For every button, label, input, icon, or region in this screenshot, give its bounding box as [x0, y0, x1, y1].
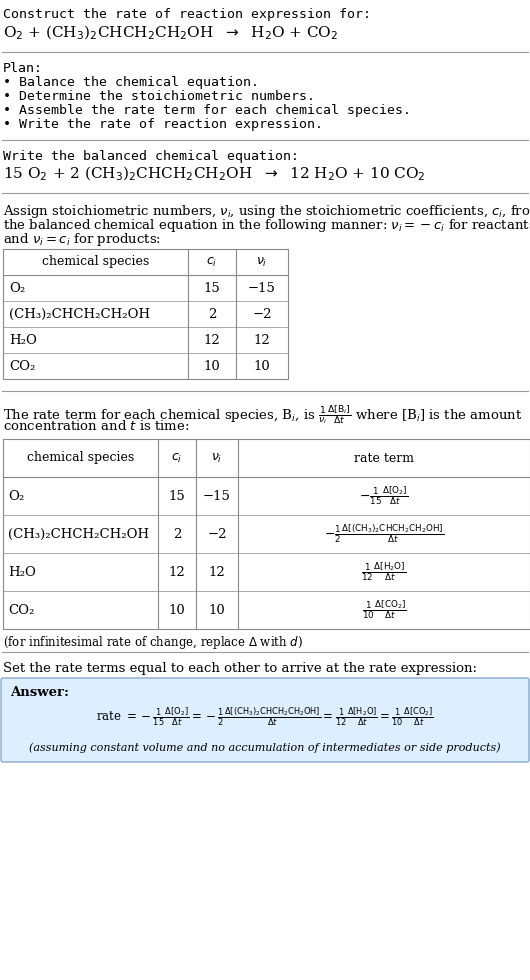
Text: (for infinitesimal rate of change, replace $\Delta$ with $d$): (for infinitesimal rate of change, repla…: [3, 634, 303, 651]
Text: concentration and $t$ is time:: concentration and $t$ is time:: [3, 419, 189, 433]
Text: • Assemble the rate term for each chemical species.: • Assemble the rate term for each chemic…: [3, 104, 411, 117]
Text: CO₂: CO₂: [9, 360, 36, 372]
Text: • Write the rate of reaction expression.: • Write the rate of reaction expression.: [3, 118, 323, 131]
Text: $c_i$: $c_i$: [171, 452, 183, 465]
Text: 12: 12: [169, 565, 185, 578]
Text: O$_2$ + (CH$_3$)$_2$CHCH$_2$CH$_2$OH  $\rightarrow$  H$_2$O + CO$_2$: O$_2$ + (CH$_3$)$_2$CHCH$_2$CH$_2$OH $\r…: [3, 24, 338, 42]
Text: 12: 12: [209, 565, 225, 578]
Text: $-\frac{1}{15}\frac{\Delta[\mathrm{O_2}]}{\Delta t}$: $-\frac{1}{15}\frac{\Delta[\mathrm{O_2}]…: [359, 485, 409, 508]
Text: chemical species: chemical species: [42, 256, 149, 269]
Text: The rate term for each chemical species, B$_i$, is $\frac{1}{\nu_i}\frac{\Delta[: The rate term for each chemical species,…: [3, 403, 523, 426]
Text: Construct the rate of reaction expression for:: Construct the rate of reaction expressio…: [3, 8, 371, 21]
Text: $\frac{1}{10}\frac{\Delta[\mathrm{CO_2}]}{\Delta t}$: $\frac{1}{10}\frac{\Delta[\mathrm{CO_2}]…: [361, 599, 407, 621]
Text: −2: −2: [252, 308, 272, 320]
Text: O₂: O₂: [8, 489, 24, 503]
Text: $\frac{1}{12}\frac{\Delta[\mathrm{H_2O}]}{\Delta t}$: $\frac{1}{12}\frac{\Delta[\mathrm{H_2O}]…: [361, 561, 407, 583]
Text: Set the rate terms equal to each other to arrive at the rate expression:: Set the rate terms equal to each other t…: [3, 662, 477, 675]
Text: Assign stoichiometric numbers, $\nu_i$, using the stoichiometric coefficients, $: Assign stoichiometric numbers, $\nu_i$, …: [3, 203, 530, 220]
Text: 10: 10: [204, 360, 220, 372]
Text: Plan:: Plan:: [3, 62, 43, 75]
Text: $c_i$: $c_i$: [206, 256, 218, 269]
Bar: [3, 249, 288, 379]
Text: 15 O$_2$ + 2 (CH$_3$)$_2$CHCH$_2$CH$_2$OH  $\rightarrow$  12 H$_2$O + 10 CO$_2$: 15 O$_2$ + 2 (CH$_3$)$_2$CHCH$_2$CH$_2$O…: [3, 165, 426, 183]
Text: 10: 10: [254, 360, 270, 372]
Text: Write the balanced chemical equation:: Write the balanced chemical equation:: [3, 150, 299, 163]
Text: Answer:: Answer:: [10, 686, 69, 699]
Text: H₂O: H₂O: [9, 333, 37, 347]
Text: 2: 2: [173, 527, 181, 541]
Text: rate term: rate term: [354, 452, 414, 465]
Text: (CH₃)₂CHCH₂CH₂OH: (CH₃)₂CHCH₂CH₂OH: [8, 527, 149, 541]
Text: $\nu_i$: $\nu_i$: [211, 452, 223, 465]
Text: CO₂: CO₂: [8, 604, 34, 616]
Text: O₂: O₂: [9, 281, 25, 295]
Text: −15: −15: [203, 489, 231, 503]
Text: 12: 12: [204, 333, 220, 347]
Text: H₂O: H₂O: [8, 565, 36, 578]
Text: the balanced chemical equation in the following manner: $\nu_i = -c_i$ for react: the balanced chemical equation in the fo…: [3, 217, 530, 234]
Text: 12: 12: [254, 333, 270, 347]
Text: and $\nu_i = c_i$ for products:: and $\nu_i = c_i$ for products:: [3, 231, 161, 248]
Text: $\nu_i$: $\nu_i$: [257, 256, 268, 269]
Text: 2: 2: [208, 308, 216, 320]
Text: 15: 15: [204, 281, 220, 295]
Text: −2: −2: [207, 527, 227, 541]
Text: rate $= -\frac{1}{15}\frac{\Delta[\mathrm{O_2}]}{\Delta t} = -\frac{1}{2}\frac{\: rate $= -\frac{1}{15}\frac{\Delta[\mathr…: [96, 706, 434, 728]
Text: (CH₃)₂CHCH₂CH₂OH: (CH₃)₂CHCH₂CH₂OH: [9, 308, 150, 320]
Text: 10: 10: [169, 604, 185, 616]
Text: $-\frac{1}{2}\frac{\Delta[(\mathrm{CH_3})_2\mathrm{CHCH_2CH_2OH}]}{\Delta t}$: $-\frac{1}{2}\frac{\Delta[(\mathrm{CH_3}…: [324, 522, 444, 545]
Text: (assuming constant volume and no accumulation of intermediates or side products): (assuming constant volume and no accumul…: [29, 742, 501, 753]
Text: • Determine the stoichiometric numbers.: • Determine the stoichiometric numbers.: [3, 90, 315, 103]
FancyBboxPatch shape: [1, 678, 529, 762]
Text: −15: −15: [248, 281, 276, 295]
Text: 15: 15: [169, 489, 185, 503]
Text: • Balance the chemical equation.: • Balance the chemical equation.: [3, 76, 259, 89]
Text: 10: 10: [209, 604, 225, 616]
Text: chemical species: chemical species: [27, 452, 134, 465]
Bar: [3, 439, 530, 629]
